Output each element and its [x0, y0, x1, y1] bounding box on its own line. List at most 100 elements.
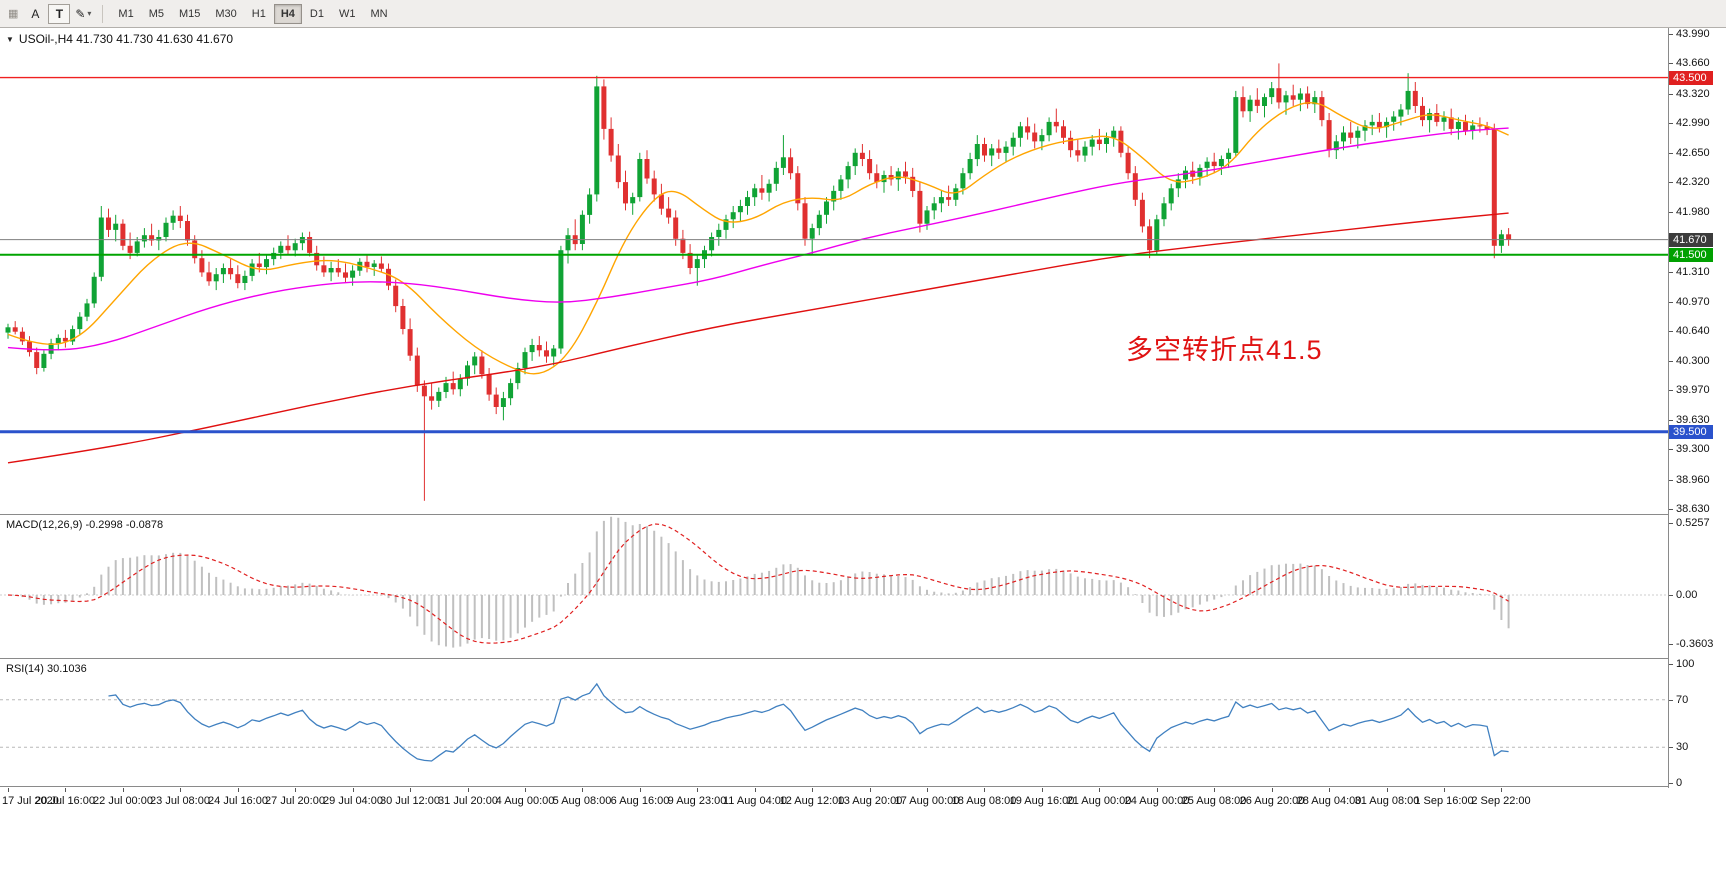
price-axis-label: 43.660	[1676, 57, 1710, 69]
time-tick	[65, 788, 66, 792]
shapes-tool-button[interactable]: ✎ ▾	[72, 4, 94, 24]
time-tick	[1272, 788, 1273, 792]
time-tick	[410, 788, 411, 792]
time-tick	[1042, 788, 1043, 792]
price-axis-label: 38.960	[1676, 474, 1710, 486]
cursor-tool-button[interactable]: A	[24, 4, 46, 24]
price-axis-label: 41.310	[1676, 266, 1710, 278]
toolbar-separator	[102, 4, 104, 23]
toolbar: ▦ A T ✎ ▾ M1 M5 M15 M30 H1 H4 D1 W1 MN	[0, 0, 1726, 28]
time-tick	[812, 788, 813, 792]
macd-axis-label: -0.3603	[1676, 638, 1714, 650]
time-tick	[353, 788, 354, 792]
time-tick	[1444, 788, 1445, 792]
chart-annotation: 多空转折点41.5	[1126, 335, 1323, 365]
time-tick	[238, 788, 239, 792]
price-axis-label: 39.300	[1676, 443, 1710, 455]
timeframe-button-m15[interactable]: M15	[172, 4, 207, 24]
rsi-pane: RSI(14) 30.1036	[0, 660, 1726, 787]
main-chart-pane: ▼ USOil-,H4 41.730 41.730 41.630 41.670 …	[0, 28, 1726, 515]
price-axis-label: 40.640	[1676, 325, 1710, 337]
time-tick	[697, 788, 698, 792]
price-tick	[1669, 509, 1673, 510]
rsi-axis-label: 100	[1676, 658, 1695, 670]
time-tick	[1387, 788, 1388, 792]
macd-axis-label: 0.5257	[1676, 517, 1710, 529]
date-label: 21 Aug 00:00	[1066, 795, 1132, 807]
rsi-axis-label: 30	[1676, 741, 1689, 753]
text-tool-button[interactable]: T	[48, 3, 71, 24]
price-tick	[1669, 272, 1673, 273]
time-tick	[1157, 788, 1158, 792]
price-tick	[1669, 331, 1673, 332]
rsi-tick	[1669, 747, 1673, 748]
timeframe-button-mn[interactable]: MN	[363, 4, 394, 24]
date-label: 6 Aug 16:00	[610, 795, 670, 807]
price-axis-label: 39.970	[1676, 384, 1710, 396]
macd-tick	[1669, 595, 1673, 596]
date-label: 13 Aug 20:00	[837, 795, 903, 807]
time-tick	[295, 788, 296, 792]
ma-mid-magenta	[7, 127, 1509, 351]
timeframe-button-m1[interactable]: M1	[111, 4, 140, 24]
date-label: 5 Aug 08:00	[552, 795, 612, 807]
date-label: 4 Aug 00:00	[495, 795, 555, 807]
date-label: 17 Jul 2020	[2, 795, 59, 807]
price-tick	[1669, 182, 1673, 183]
price-axis-label: 40.300	[1676, 355, 1710, 367]
ma-slow-red	[7, 212, 1509, 464]
time-tick	[180, 788, 181, 792]
time-tick	[8, 788, 9, 792]
date-label: 17 Aug 00:00	[894, 795, 960, 807]
price-axis-label: 43.990	[1676, 28, 1710, 40]
price-axis-label: 42.990	[1676, 117, 1710, 129]
shapes-icon: ✎	[75, 6, 86, 21]
macd-pane: MACD(12,26,9) -0.2998 -0.0878	[0, 516, 1726, 659]
date-label: 9 Aug 23:00	[667, 795, 727, 807]
macd-tick	[1669, 644, 1673, 645]
time-tick	[984, 788, 985, 792]
rsi-tick	[1669, 783, 1673, 784]
timeframe-button-m5[interactable]: M5	[142, 4, 171, 24]
candlestick-chart[interactable]	[0, 28, 1668, 515]
timeframe-button-h4[interactable]: H4	[273, 3, 302, 24]
date-label: 20 Jul 16:00	[35, 795, 95, 807]
time-tick	[1214, 788, 1215, 792]
date-label: 25 Aug 08:00	[1181, 795, 1247, 807]
date-label: 11 Aug 04:00	[722, 795, 788, 807]
price-axis[interactable]: 43.990 43.660 43.320 42.990 42.650 42.320 41.9…	[1668, 28, 1726, 789]
price-axis-label: 41.980	[1676, 206, 1710, 218]
date-label: 24 Aug 00:00	[1124, 795, 1190, 807]
date-label: 2 Sep 22:00	[1471, 795, 1531, 807]
timeframe-button-w1[interactable]: W1	[332, 4, 363, 24]
macd-axis-label: 0.00	[1676, 589, 1698, 601]
date-label: 30 Jul 12:00	[380, 795, 440, 807]
chevron-down-icon: ▾	[87, 9, 92, 18]
price-tick	[1669, 390, 1673, 391]
price-badge: 43.500	[1669, 71, 1713, 85]
price-axis-label: 40.970	[1676, 296, 1710, 308]
toolbar-drag-handle[interactable]: ▦	[8, 8, 19, 20]
time-tick	[640, 788, 641, 792]
price-axis-label: 43.320	[1676, 88, 1710, 100]
price-tick	[1669, 480, 1673, 481]
time-axis[interactable]: 17 Jul 2020 20 Jul 16:00 22 Jul 00:00 23 Ju…	[0, 788, 1668, 814]
price-tick	[1669, 123, 1673, 124]
collapse-arrow-icon[interactable]: ▼	[6, 34, 14, 44]
timeframe-button-m30[interactable]: M30	[208, 4, 243, 24]
rsi-tick	[1669, 700, 1673, 701]
time-tick	[468, 788, 469, 792]
timeframe-button-h1[interactable]: H1	[245, 4, 273, 24]
rsi-indicator[interactable]	[0, 660, 1668, 787]
rsi-axis-label: 0	[1676, 777, 1683, 789]
macd-indicator[interactable]	[0, 516, 1668, 659]
price-tick	[1669, 63, 1673, 64]
price-badge: 41.500	[1669, 248, 1713, 262]
price-tick	[1669, 153, 1673, 154]
time-tick	[1099, 788, 1100, 792]
date-label: 23 Jul 08:00	[150, 795, 210, 807]
date-label: 29 Jul 04:00	[323, 795, 383, 807]
timeframe-button-d1[interactable]: D1	[303, 4, 331, 24]
time-tick	[1501, 788, 1502, 792]
date-label: 31 Aug 08:00	[1354, 795, 1420, 807]
